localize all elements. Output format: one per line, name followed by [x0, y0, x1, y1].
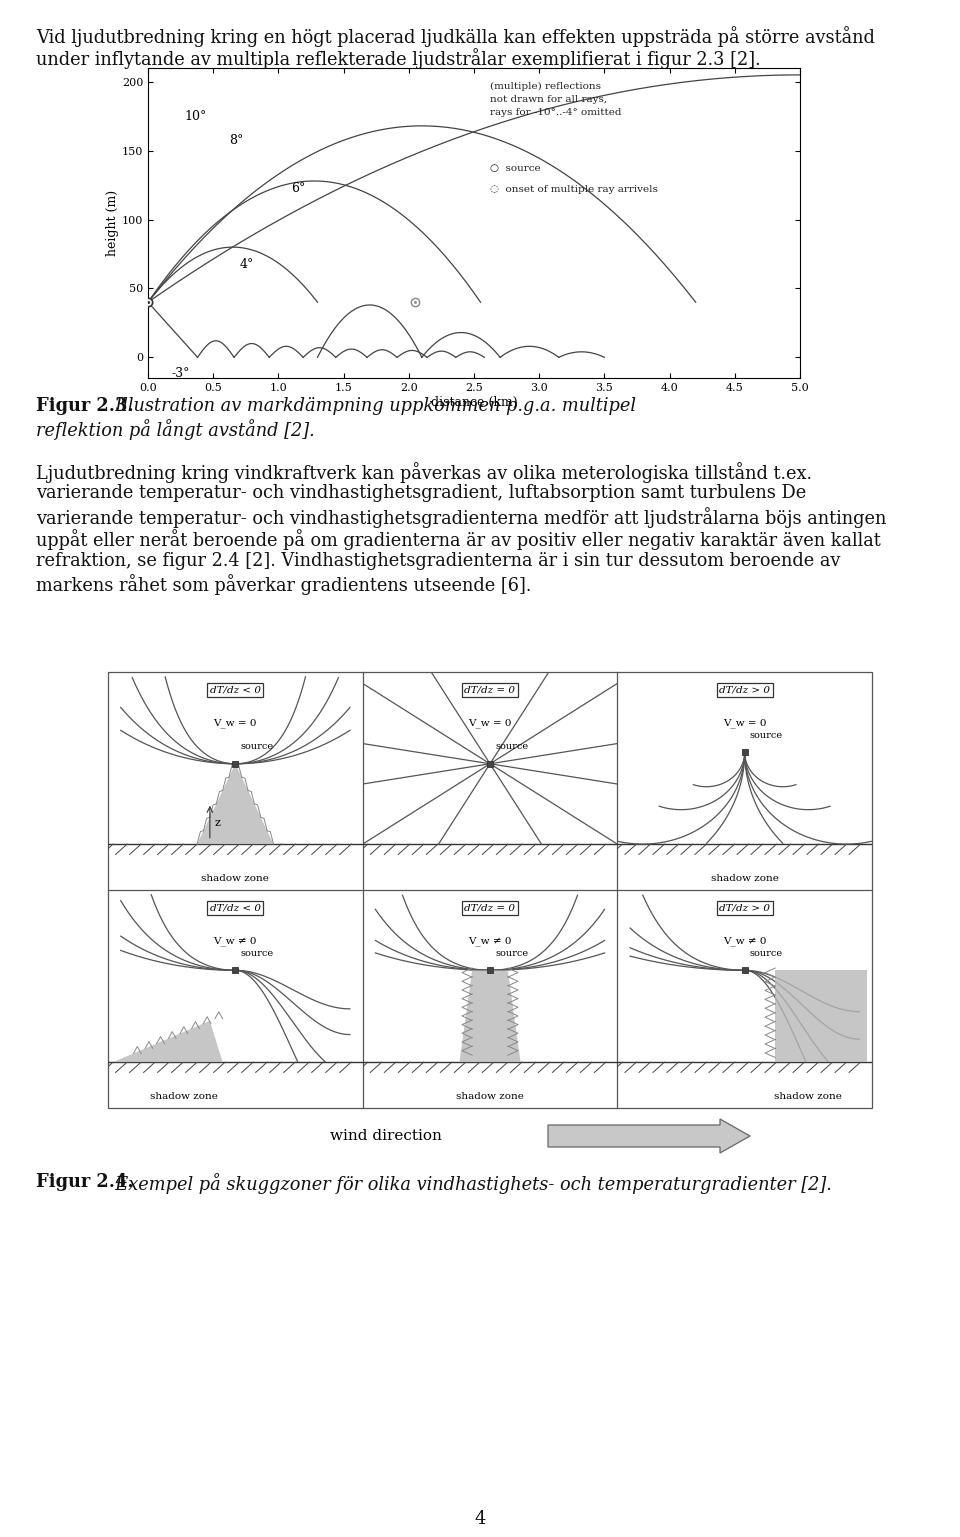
- Text: varierande temperatur- och vindhastighetsgradienterna medför att ljudstrålarna b: varierande temperatur- och vindhastighet…: [36, 507, 886, 527]
- Text: wind direction: wind direction: [330, 1130, 442, 1144]
- Text: dT/dz = 0: dT/dz = 0: [465, 904, 516, 913]
- X-axis label: distance (km): distance (km): [431, 395, 517, 409]
- Text: (multiple) reflections
not drawn for all rays,
rays for -10°..-4° omitted: (multiple) reflections not drawn for all…: [490, 81, 621, 117]
- Text: source: source: [495, 742, 528, 752]
- Text: dT/dz = 0: dT/dz = 0: [465, 686, 516, 695]
- Text: dT/dz > 0: dT/dz > 0: [719, 904, 770, 913]
- Text: source: source: [750, 730, 783, 739]
- Text: -3°: -3°: [172, 367, 190, 380]
- Text: Figur 2.3.: Figur 2.3.: [36, 397, 133, 415]
- Polygon shape: [460, 970, 520, 1062]
- Text: dT/dz > 0: dT/dz > 0: [719, 686, 770, 695]
- Text: source: source: [240, 742, 274, 752]
- Text: under inflytande av multipla reflekterade ljudstrålar exemplifierat i figur 2.3 : under inflytande av multipla reflekterad…: [36, 49, 760, 69]
- Text: V_w ≠ 0: V_w ≠ 0: [468, 936, 512, 945]
- Text: V_w ≠ 0: V_w ≠ 0: [213, 936, 257, 945]
- Text: Figur 2.4.: Figur 2.4.: [36, 1173, 133, 1191]
- Text: 4°: 4°: [239, 258, 253, 271]
- Text: 6°: 6°: [292, 181, 306, 195]
- Polygon shape: [548, 1119, 750, 1153]
- Text: V_w = 0: V_w = 0: [468, 718, 512, 727]
- Text: dT/dz < 0: dT/dz < 0: [210, 686, 261, 695]
- Text: source: source: [750, 948, 783, 958]
- Text: V_w = 0: V_w = 0: [213, 718, 257, 727]
- Bar: [108, 672, 872, 1108]
- Text: shadow zone: shadow zone: [710, 875, 779, 882]
- Text: z: z: [215, 818, 221, 828]
- Text: dT/dz < 0: dT/dz < 0: [210, 904, 261, 913]
- Text: shadow zone: shadow zone: [456, 1091, 524, 1100]
- Text: uppåt eller neråt beroende på om gradienterna är av positiv eller negativ karakt: uppåt eller neråt beroende på om gradien…: [36, 530, 880, 550]
- Text: Illustration av markdämpning uppkommen p.g.a. multipel: Illustration av markdämpning uppkommen p…: [104, 397, 636, 415]
- Text: markens råhet som påverkar gradientens utseende [6].: markens råhet som påverkar gradientens u…: [36, 575, 532, 595]
- Polygon shape: [197, 764, 274, 844]
- Text: Ljudutbredning kring vindkraftverk kan påverkas av olika meterologiska tillstånd: Ljudutbredning kring vindkraftverk kan p…: [36, 463, 812, 483]
- Text: varierande temperatur- och vindhastighetsgradient, luftabsorption samt turbulens: varierande temperatur- och vindhastighet…: [36, 484, 806, 503]
- Text: shadow zone: shadow zone: [202, 875, 269, 882]
- Polygon shape: [113, 1021, 223, 1062]
- Text: source: source: [495, 948, 528, 958]
- Polygon shape: [776, 970, 867, 1062]
- Text: V_w = 0: V_w = 0: [723, 718, 766, 727]
- Text: Exempel på skuggzoner för olika vindhastighets- och temperaturgradienter [2].: Exempel på skuggzoner för olika vindhast…: [104, 1173, 832, 1194]
- Text: refraktion, se figur 2.4 [2]. Vindhastighetsgradienterna är i sin tur dessutom b: refraktion, se figur 2.4 [2]. Vindhastig…: [36, 552, 840, 570]
- Y-axis label: height (m): height (m): [106, 191, 119, 257]
- Text: V_w ≠ 0: V_w ≠ 0: [723, 936, 766, 945]
- Text: Vid ljudutbredning kring en högt placerad ljudkälla kan effekten uppsträda på st: Vid ljudutbredning kring en högt placera…: [36, 26, 875, 48]
- Text: ○  source: ○ source: [490, 164, 540, 174]
- Text: reflektion på långt avstånd [2].: reflektion på långt avstånd [2].: [36, 420, 315, 441]
- Text: 4: 4: [474, 1509, 486, 1528]
- Text: 10°: 10°: [184, 111, 207, 123]
- Text: ◌  onset of multiple ray arrivels: ◌ onset of multiple ray arrivels: [490, 184, 658, 194]
- Text: shadow zone: shadow zone: [775, 1091, 842, 1100]
- Text: source: source: [240, 948, 274, 958]
- Text: shadow zone: shadow zone: [151, 1091, 218, 1100]
- Text: 8°: 8°: [228, 134, 243, 146]
